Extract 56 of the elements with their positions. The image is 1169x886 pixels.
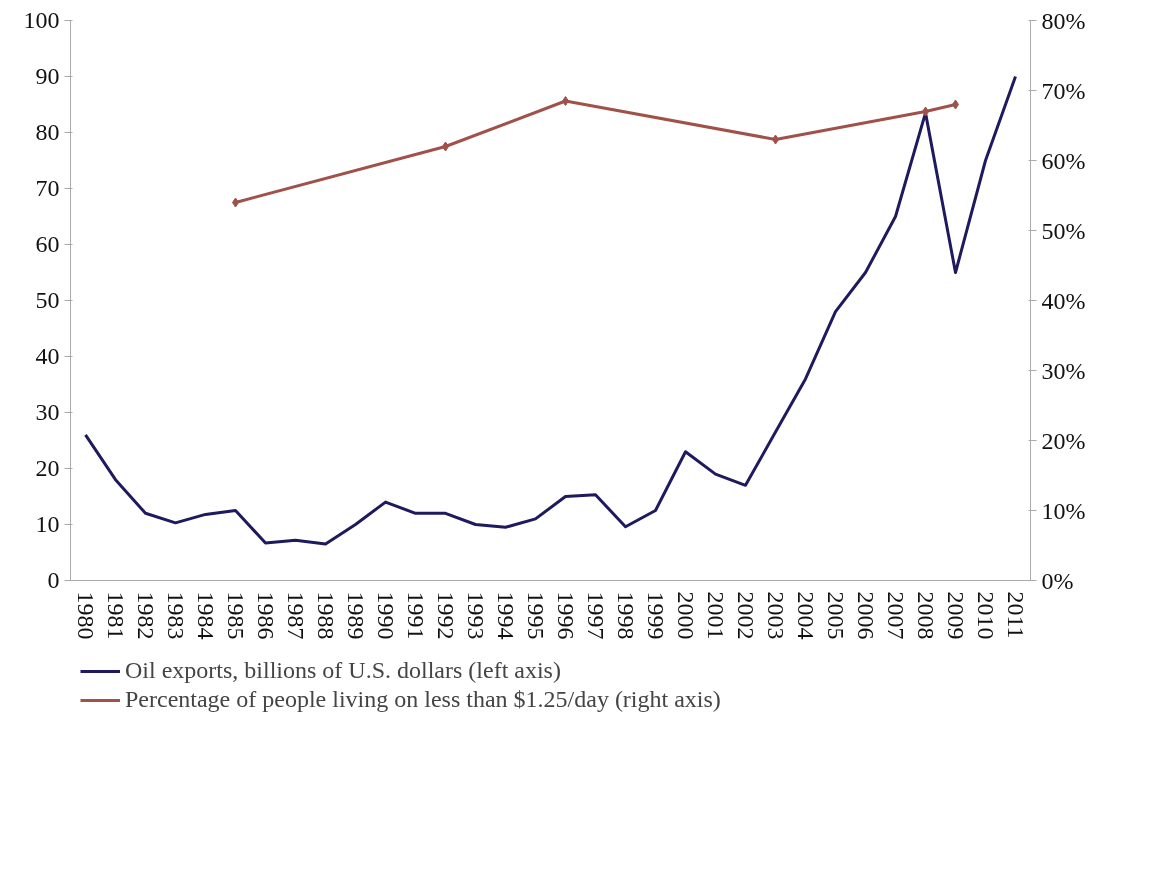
x-tick-label: 2001 (703, 591, 729, 640)
x-tick-label: 1989 (343, 591, 369, 640)
y-tick-label: 100 (23, 7, 60, 33)
x-tick-label: 1997 (583, 591, 609, 640)
x-tick-label: 1990 (373, 591, 399, 640)
y-tick-label: 10 (35, 511, 60, 537)
y2-tick-label: 20% (1041, 427, 1086, 454)
x-tick-label: 1991 (403, 591, 429, 640)
y-tick-label: 30 (35, 399, 60, 425)
x-tick-label: 1994 (493, 591, 519, 640)
x-tick-label: 2004 (793, 591, 819, 640)
y2-tick-label: 30% (1041, 357, 1086, 384)
x-tick-label: 1987 (283, 591, 309, 640)
y-tick-label: 50 (35, 287, 60, 313)
x-tick-label: 1981 (103, 591, 129, 640)
x-tick-label: 2000 (673, 591, 699, 640)
y-tick-label: 20 (35, 455, 60, 481)
x-tick-label: 1986 (253, 591, 279, 640)
x-tick-label: 1984 (193, 591, 219, 640)
legend-label: Oil exports, billions of U.S. dollars (left axis) (125, 657, 561, 684)
point (562, 96, 569, 106)
x-tick-label: 1980 (73, 591, 99, 640)
y2-tick-label: 60% (1041, 147, 1086, 174)
x-tick-label: 2009 (943, 591, 969, 640)
x-tick-label: 1996 (553, 591, 579, 640)
y-tick-label: 0 (47, 567, 60, 593)
y2-tick-label: 80% (1041, 7, 1086, 34)
x-tick-label: 1995 (523, 591, 549, 640)
y-tick-label: 70 (35, 175, 60, 201)
x-tick-label: 1985 (223, 591, 249, 640)
x-tick-label: 1982 (133, 591, 159, 640)
x-tick-label: 2003 (763, 591, 789, 640)
y-tick-label: 60 (35, 231, 60, 257)
x-tick-label: 1999 (643, 591, 669, 640)
x-tick-label: 1992 (433, 591, 459, 640)
y-tick-label: 90 (35, 63, 60, 89)
x-tick-label: 1988 (313, 591, 339, 640)
x-tick-label: 1998 (613, 591, 639, 640)
x-tick-label: 2002 (733, 591, 759, 640)
y-tick-label: 80 (35, 119, 60, 145)
x-tick-label: 2010 (973, 591, 999, 640)
line-series (84, 75, 1017, 546)
y2-tick-label: 40% (1041, 287, 1086, 314)
y2-tick-label: 70% (1041, 77, 1086, 104)
x-tick-label: 2007 (883, 591, 909, 640)
y2-tick-label: 0% (1041, 567, 1074, 594)
y2-tick-label: 50% (1041, 217, 1086, 244)
x-tick-label: 2008 (913, 591, 939, 640)
legend-label: Percentage of people living on less than $1.25/day (right axis) (125, 686, 721, 713)
y-tick-label: 40 (35, 343, 60, 369)
y2-tick-label: 10% (1041, 497, 1086, 524)
x-tick-label: 2005 (823, 591, 849, 640)
x-tick-label: 1983 (163, 591, 189, 640)
x-tick-label: 2011 (1003, 591, 1029, 639)
x-tick-label: 2006 (853, 591, 879, 640)
x-tick-label: 1993 (463, 591, 489, 640)
